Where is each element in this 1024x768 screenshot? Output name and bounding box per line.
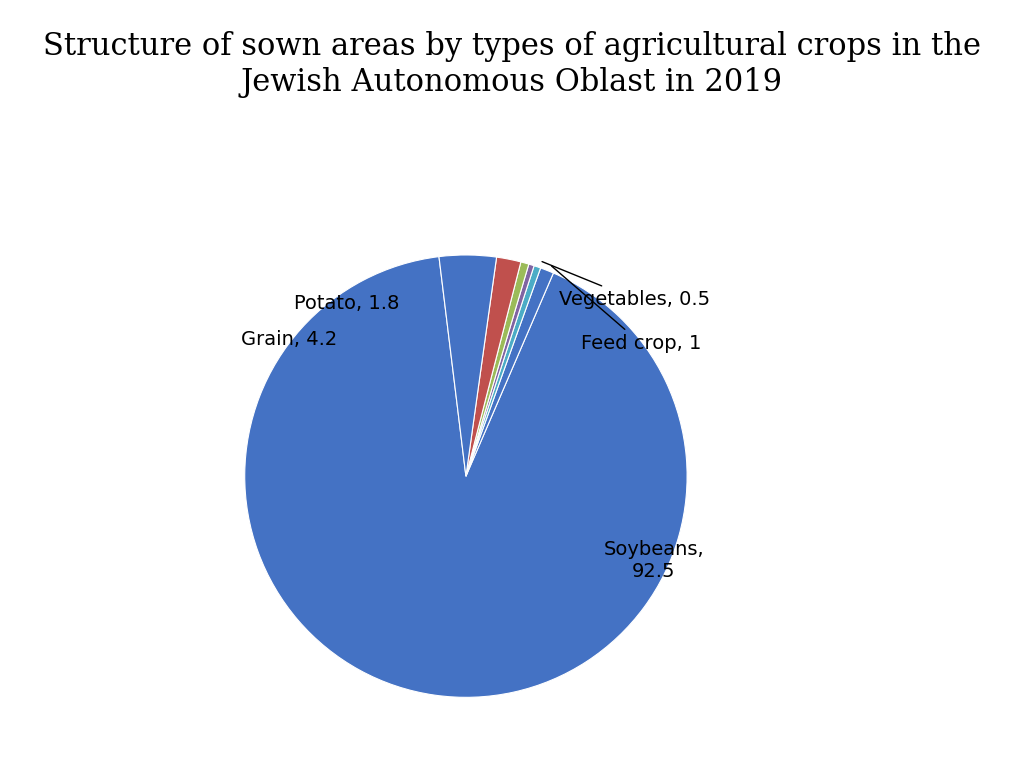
- Wedge shape: [439, 255, 497, 476]
- Text: Grain, 4.2: Grain, 4.2: [242, 329, 338, 349]
- Wedge shape: [466, 264, 535, 476]
- Wedge shape: [245, 257, 687, 697]
- Wedge shape: [466, 268, 553, 476]
- Text: Soybeans,
92.5: Soybeans, 92.5: [603, 540, 705, 581]
- Wedge shape: [466, 262, 528, 476]
- Text: Structure of sown areas by types of agricultural crops in the
Jewish Autonomous : Structure of sown areas by types of agri…: [43, 31, 981, 98]
- Text: Vegetables, 0.5: Vegetables, 0.5: [542, 262, 710, 309]
- Text: Feed crop, 1: Feed crop, 1: [552, 266, 701, 353]
- Wedge shape: [466, 257, 521, 476]
- Wedge shape: [466, 266, 541, 476]
- Text: Potato, 1.8: Potato, 1.8: [294, 294, 399, 313]
